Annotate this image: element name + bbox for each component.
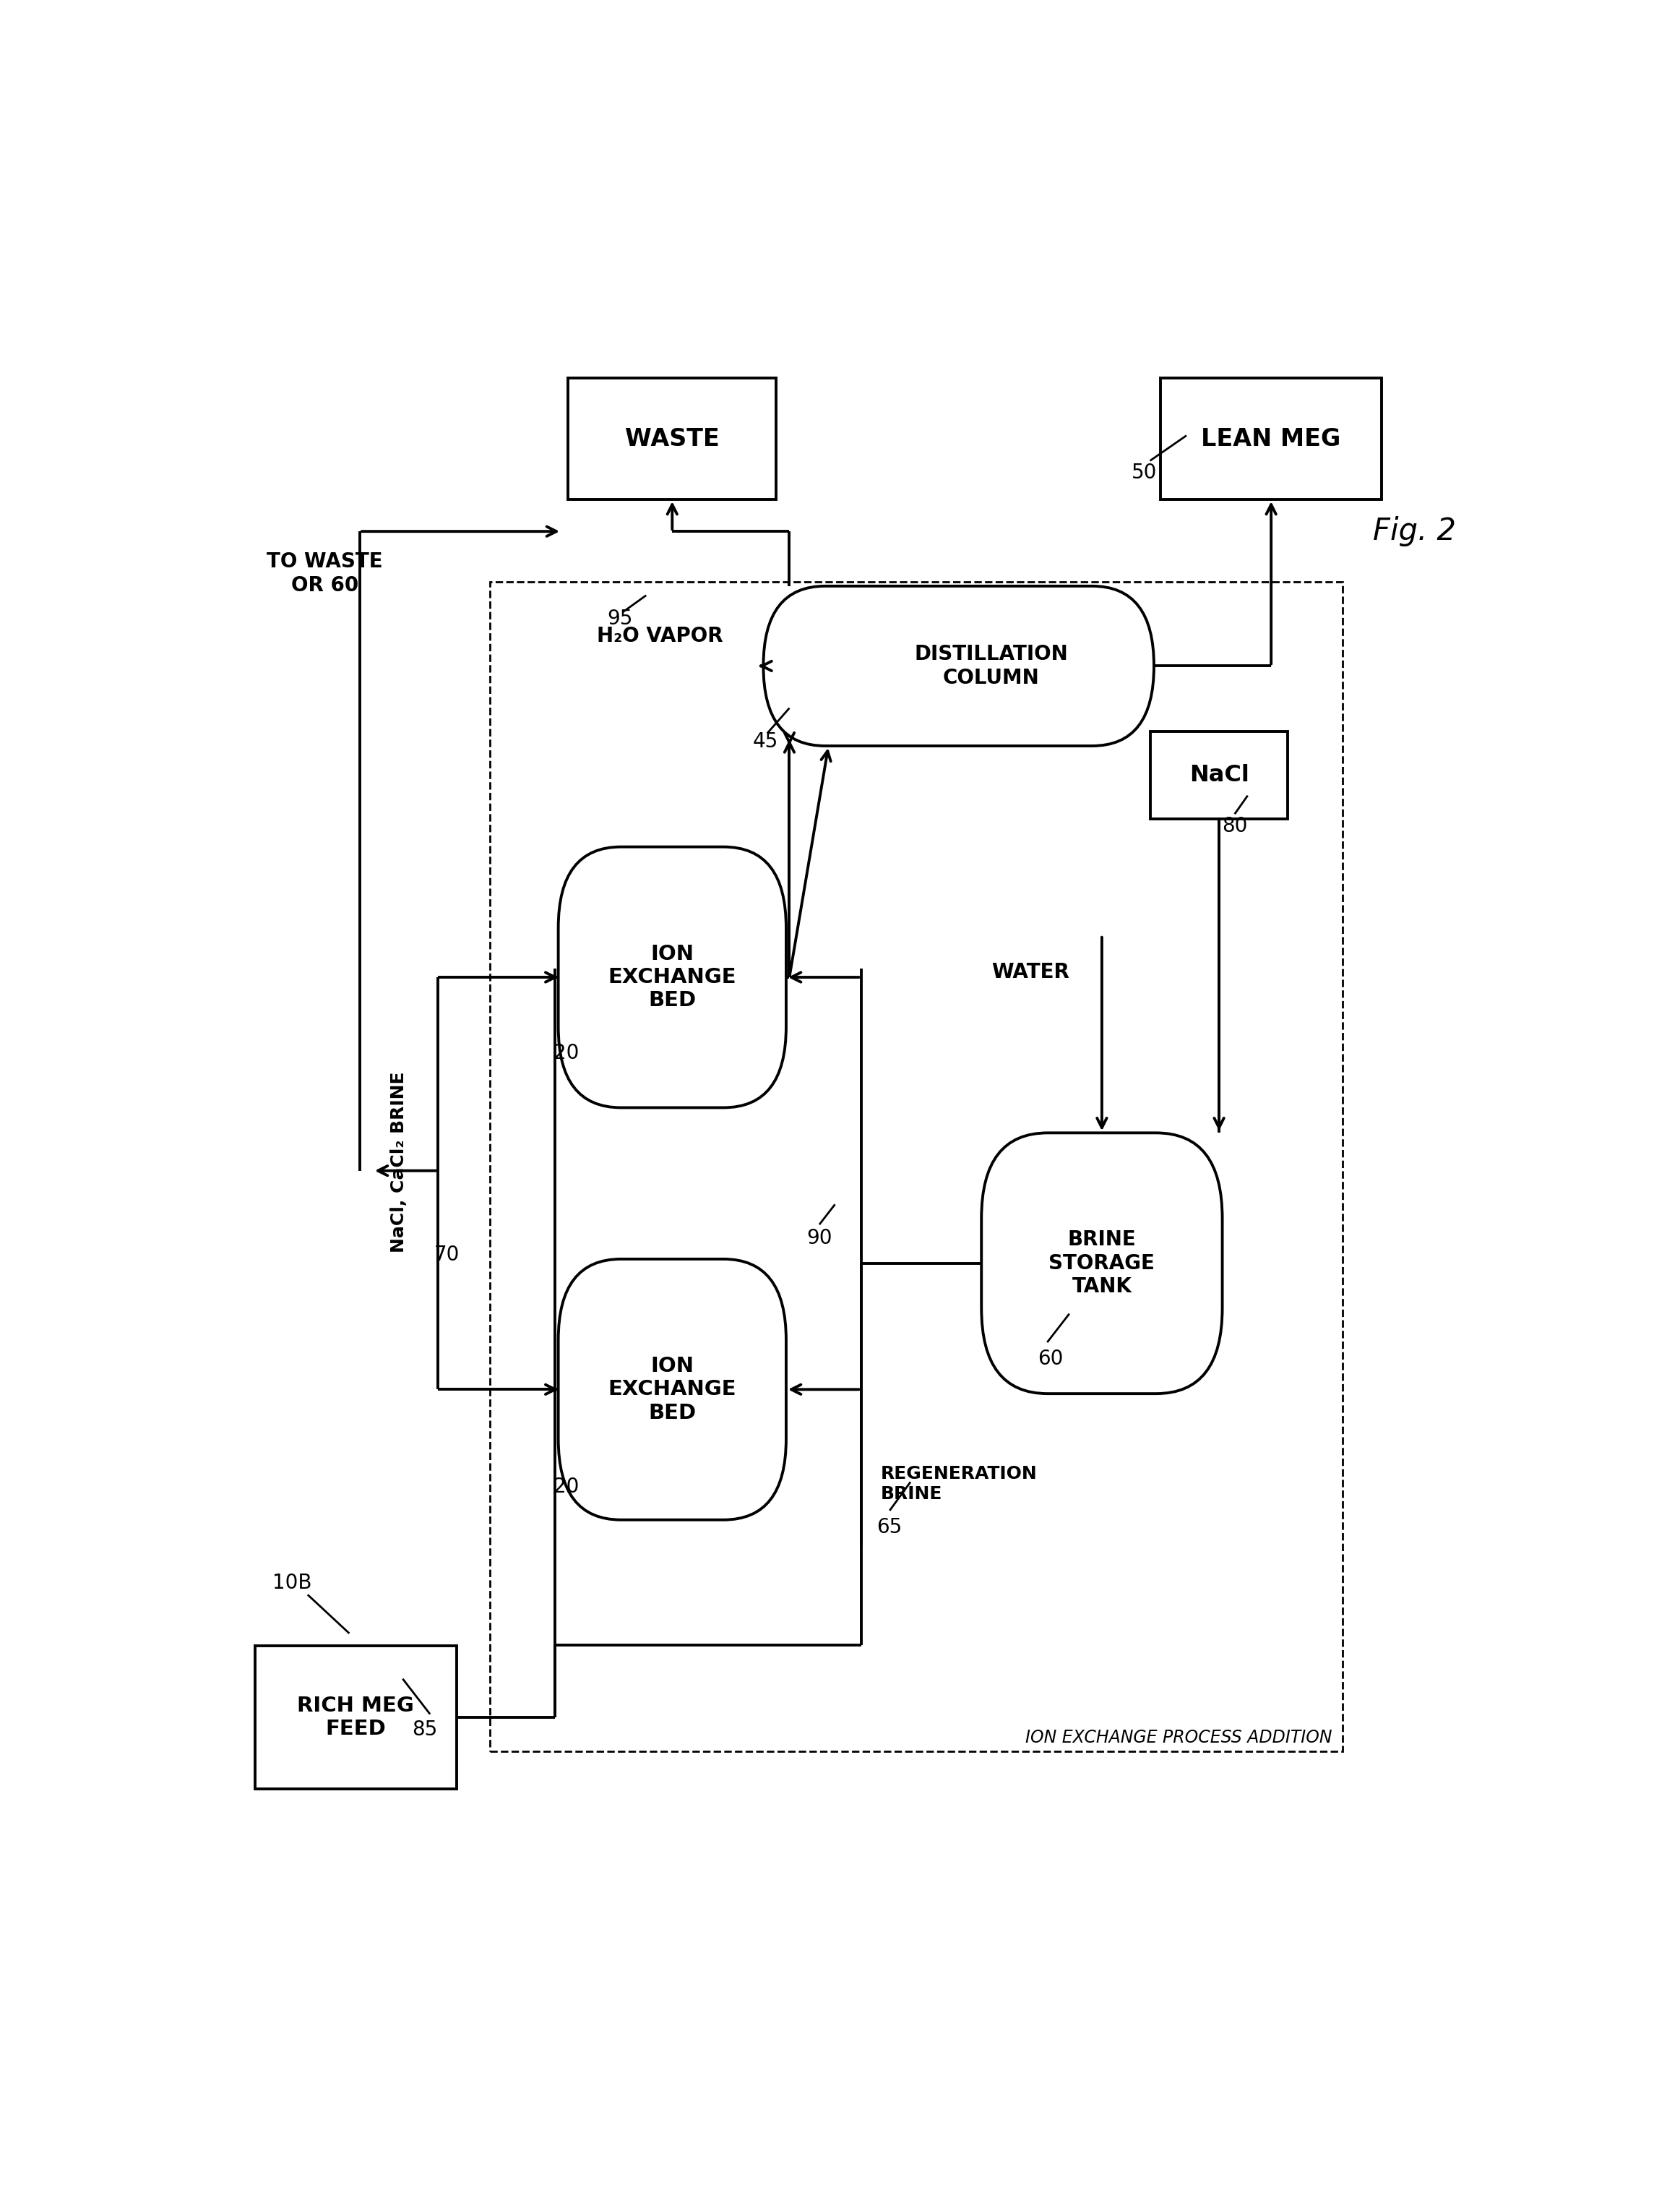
Bar [491, 581, 1342, 1750]
Text: 20: 20 [554, 1042, 580, 1064]
Text: 60: 60 [1038, 1348, 1063, 1370]
Text: RICH MEG
FEED: RICH MEG FEED [297, 1696, 415, 1739]
Text: NaCl, CaCl₂ BRINE: NaCl, CaCl₂ BRINE [390, 1073, 408, 1252]
FancyBboxPatch shape [558, 1259, 786, 1521]
Text: NaCl: NaCl [1189, 765, 1248, 787]
Bar [255, 1645, 457, 1790]
Text: TO WASTE
OR 60: TO WASTE OR 60 [267, 551, 383, 594]
FancyBboxPatch shape [763, 586, 1154, 745]
FancyBboxPatch shape [558, 848, 786, 1108]
Text: 85: 85 [412, 1720, 437, 1739]
Text: 50: 50 [1132, 463, 1158, 483]
Text: REGENERATION
BRINE: REGENERATION BRINE [880, 1466, 1037, 1503]
Text: 70: 70 [433, 1245, 460, 1265]
Text: BRINE
STORAGE
TANK: BRINE STORAGE TANK [1048, 1230, 1154, 1296]
Text: 95: 95 [606, 610, 633, 629]
Text: Fig. 2: Fig. 2 [1373, 516, 1457, 546]
Text: 80: 80 [1221, 815, 1247, 837]
Text: 20: 20 [554, 1477, 580, 1497]
Text: ION
EXCHANGE
BED: ION EXCHANGE BED [608, 1357, 736, 1422]
Bar [1151, 732, 1287, 819]
Text: WATER: WATER [991, 961, 1068, 983]
Text: 10B: 10B [272, 1573, 312, 1593]
Text: 65: 65 [877, 1516, 902, 1538]
Text: WASTE: WASTE [625, 426, 719, 450]
Text: H₂O VAPOR: H₂O VAPOR [596, 625, 722, 647]
Text: ION
EXCHANGE
BED: ION EXCHANGE BED [608, 944, 736, 1012]
Text: ION EXCHANGE PROCESS ADDITION: ION EXCHANGE PROCESS ADDITION [1025, 1728, 1332, 1746]
Text: 90: 90 [806, 1228, 832, 1248]
Bar [1161, 378, 1381, 500]
Text: 45: 45 [753, 732, 778, 752]
Text: LEAN MEG: LEAN MEG [1201, 426, 1341, 450]
FancyBboxPatch shape [981, 1132, 1223, 1394]
Bar [568, 378, 776, 500]
Text: DISTILLATION
COLUMN: DISTILLATION COLUMN [914, 645, 1068, 688]
